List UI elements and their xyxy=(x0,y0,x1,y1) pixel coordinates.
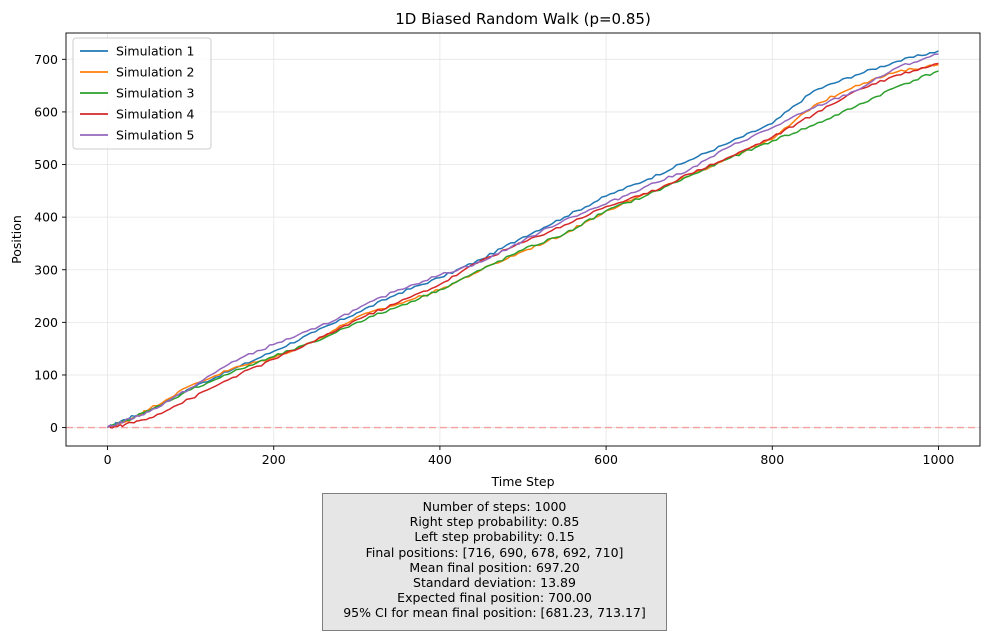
legend-label-3: Simulation 3 xyxy=(116,86,195,101)
legend-label-5: Simulation 5 xyxy=(116,128,195,143)
series-line-1 xyxy=(106,50,939,429)
x-tick-label: 600 xyxy=(594,452,618,467)
stat-steps: Number of steps: 1000 xyxy=(422,499,567,514)
stat-mean: Mean final position: 697.20 xyxy=(409,559,580,575)
x-axis-label: Time Step xyxy=(490,474,554,489)
x-tick-label: 0 xyxy=(104,452,112,467)
y-tick-label: 0 xyxy=(50,420,58,435)
y-tick-label: 700 xyxy=(34,52,58,67)
legend xyxy=(72,37,212,150)
y-tick-label: 100 xyxy=(34,367,58,382)
plot-frame xyxy=(65,32,981,447)
y-tick-label: 200 xyxy=(34,315,58,330)
series-line-5 xyxy=(106,53,939,429)
x-tick-label: 200 xyxy=(262,452,286,467)
stat-std: Standard deviation: 13.89 xyxy=(413,575,576,591)
y-tick-label: 300 xyxy=(34,262,58,277)
stat-final-positions: Final positions: [716, 690, 678, 692, 71… xyxy=(365,544,624,560)
y-tick-label: 600 xyxy=(34,104,58,119)
stat-left-prob: Left step probability: 0.15 xyxy=(414,529,575,545)
x-tick-label: 400 xyxy=(428,452,452,467)
series-line-3 xyxy=(106,70,939,429)
stat-ci: 95% CI for mean final position: [681.23,… xyxy=(343,605,646,621)
legend-label-2: Simulation 2 xyxy=(116,65,195,80)
x-tick-label: 1000 xyxy=(923,452,955,467)
legend-label-4: Simulation 4 xyxy=(116,107,195,122)
y-axis-label: Position xyxy=(9,215,24,264)
y-tick-label: 500 xyxy=(34,157,58,172)
legend-label-1: Simulation 1 xyxy=(116,44,195,59)
statistics-box: Number of steps: 1000 Right step probabi… xyxy=(322,493,667,631)
x-tick-label: 800 xyxy=(760,452,784,467)
chart-title: 1D Biased Random Walk (p=0.85) xyxy=(395,10,651,28)
y-tick-label: 400 xyxy=(34,210,58,225)
stat-expected: Expected final position: 700.00 xyxy=(397,590,592,606)
random-walk-chart: 0 200 400 600 800 1000 0 100 200 300 400 500 600 700 1… xyxy=(9,10,981,489)
stat-right-prob: Right step probability: 0.85 xyxy=(409,514,580,530)
